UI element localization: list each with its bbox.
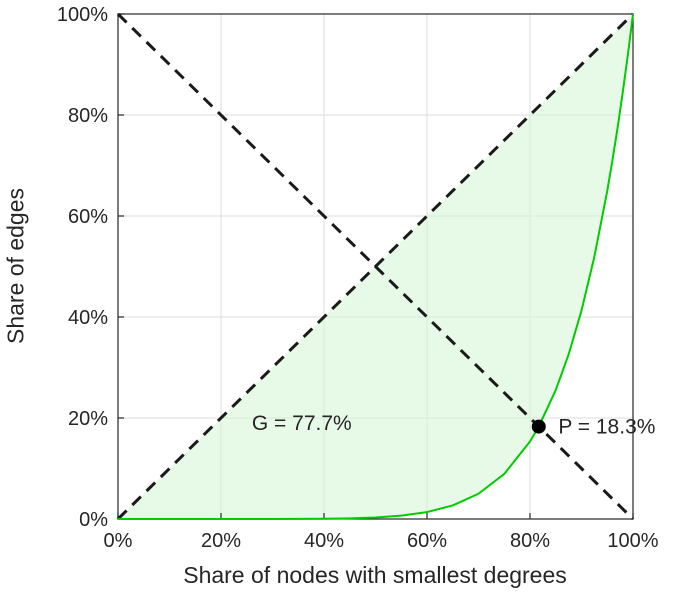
anti-diagonal: [116, 12, 635, 521]
y-tick-label: 100%: [57, 4, 108, 26]
x-tick-label: 0%: [104, 530, 133, 552]
x-tick-label: 60%: [407, 530, 447, 552]
p-label: P = 18.3%: [558, 416, 655, 439]
gini-label: G = 77.7%: [252, 412, 352, 435]
y-tick-label: 20%: [68, 408, 108, 430]
y-tick-label: 60%: [68, 206, 108, 228]
x-tick-label: 80%: [510, 530, 550, 552]
y-tick-label: 0%: [79, 509, 108, 531]
y-tick-label: 40%: [68, 307, 108, 329]
intersection-point-marker: [531, 419, 546, 434]
x-tick-label: 100%: [607, 530, 658, 552]
axes-box: [117, 13, 634, 520]
lorenz-curve: [118, 13, 634, 520]
x-axis-label: Share of nodes with smallest degrees: [183, 562, 567, 588]
x-tick-label: 40%: [304, 530, 344, 552]
x-tick-label: 20%: [201, 530, 241, 552]
y-axis-label: Share of edges: [2, 187, 29, 345]
y-tick-label: 80%: [68, 105, 108, 127]
